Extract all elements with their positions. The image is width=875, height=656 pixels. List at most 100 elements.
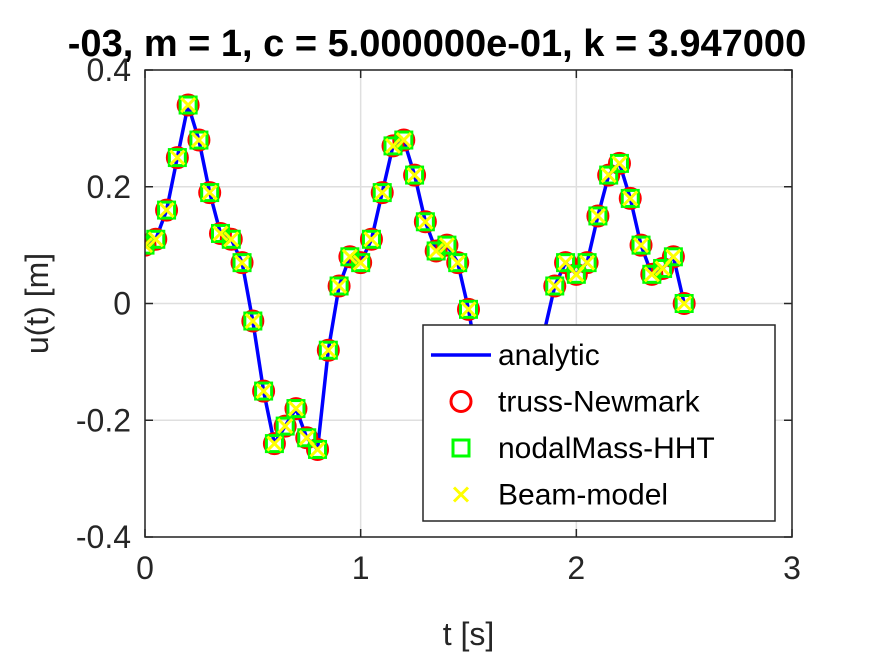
data-point-x — [622, 190, 639, 207]
series-Beam-model — [145, 96, 693, 458]
data-point-x — [331, 277, 348, 295]
data-point-square — [383, 136, 403, 156]
data-point-x — [665, 248, 682, 265]
legend-entry: analytic — [431, 339, 600, 372]
data-point-x — [460, 301, 477, 318]
data-point-circle — [575, 251, 599, 275]
data-point-square — [415, 212, 435, 232]
data-point-x — [579, 254, 596, 271]
data-point-circle — [176, 93, 200, 117]
data-point-square — [178, 95, 198, 115]
legend-entry: nodalMass-HHT — [451, 432, 715, 465]
data-point-circle — [403, 163, 427, 187]
y-tick-label: -0.2 — [76, 402, 131, 438]
legend-entry: truss-Newmark — [449, 386, 701, 419]
data-point-circle — [230, 251, 254, 275]
data-point-circle — [392, 128, 416, 152]
data-point-square — [631, 235, 651, 255]
data-point-square — [167, 148, 187, 168]
data-point-square — [210, 223, 230, 243]
x-tick-label: 0 — [136, 550, 154, 586]
data-point-square — [394, 130, 414, 150]
data-point-x — [244, 312, 261, 330]
data-point-x — [395, 131, 412, 149]
data-point-circle — [306, 437, 330, 461]
data-point-circle — [446, 251, 470, 275]
data-point-circle — [457, 297, 480, 321]
data-point-square — [254, 381, 274, 401]
data-point-x — [546, 277, 563, 295]
data-point-circle — [252, 379, 276, 403]
legend-x-swatch — [452, 486, 470, 503]
data-point-square — [318, 340, 338, 360]
data-point-square — [286, 399, 306, 419]
data-point-square — [448, 253, 468, 273]
data-point-square — [189, 130, 209, 150]
axes-frame — [144, 69, 793, 538]
data-point-circle — [413, 210, 437, 234]
data-point-square — [200, 183, 220, 203]
data-point-x — [147, 231, 164, 248]
y-axis-label: u(t) [m] — [19, 253, 55, 354]
data-point-x — [428, 242, 445, 260]
data-point-circle — [607, 151, 631, 175]
data-point-circle — [640, 262, 664, 286]
legend-entry: Beam-model — [452, 479, 668, 512]
legend-label: analytic — [498, 339, 600, 372]
data-point-square — [308, 439, 328, 459]
data-point-circle — [284, 397, 308, 421]
data-point-circle — [241, 309, 265, 333]
data-point-x — [320, 342, 337, 359]
data-point-circle — [435, 233, 459, 257]
data-point-square — [545, 276, 565, 296]
data-point-x — [158, 202, 175, 219]
series-nodalMass-HHT — [145, 95, 694, 459]
x-axis-label: t [s] — [443, 616, 495, 652]
series-layer — [145, 93, 696, 461]
data-point-square — [232, 253, 252, 273]
legend: analytic truss-Newmark nodalMass-HHT Beam-m… — [422, 324, 776, 522]
data-point-x — [352, 254, 369, 271]
x-tick-label: 3 — [783, 550, 801, 586]
legend-box — [422, 324, 776, 522]
legend-label: nodalMass-HHT — [498, 432, 715, 465]
data-point-square — [157, 200, 177, 220]
data-point-x — [201, 184, 218, 201]
data-point-x — [589, 207, 606, 224]
data-point-circle — [145, 227, 168, 251]
data-point-circle — [586, 204, 610, 228]
data-point-circle — [165, 146, 189, 170]
data-point-circle — [359, 227, 383, 251]
data-point-circle — [543, 274, 567, 298]
series-truss-Newmark — [145, 93, 696, 461]
data-point-circle — [208, 221, 232, 245]
data-point-square — [146, 229, 166, 249]
data-point-circle — [370, 181, 394, 205]
y-tick-label: 0 — [113, 286, 131, 322]
data-point-x — [384, 137, 402, 154]
data-point-x — [190, 131, 207, 149]
data-point-x — [632, 237, 650, 254]
data-point-circle — [672, 292, 696, 315]
data-point-circle — [661, 245, 685, 269]
data-point-square — [674, 294, 694, 313]
data-point-square — [221, 229, 241, 249]
data-point-circle — [316, 338, 340, 362]
y-tick-label: -0.4 — [76, 519, 131, 555]
data-point-square — [609, 153, 629, 173]
data-point-circle — [262, 432, 286, 456]
data-point-square — [663, 247, 683, 267]
data-point-square — [243, 311, 263, 331]
data-point-square — [599, 165, 619, 185]
data-point-square — [264, 434, 284, 454]
data-point-x — [233, 254, 251, 271]
x-tick-label: 1 — [352, 550, 370, 586]
data-point-square — [566, 264, 586, 284]
data-point-square — [372, 183, 392, 203]
data-point-x — [643, 266, 660, 283]
data-point-x — [223, 231, 240, 248]
data-point-square — [351, 253, 371, 273]
x-tick-label: 2 — [567, 550, 585, 586]
data-point-square — [642, 264, 662, 284]
data-point-x — [363, 231, 380, 248]
